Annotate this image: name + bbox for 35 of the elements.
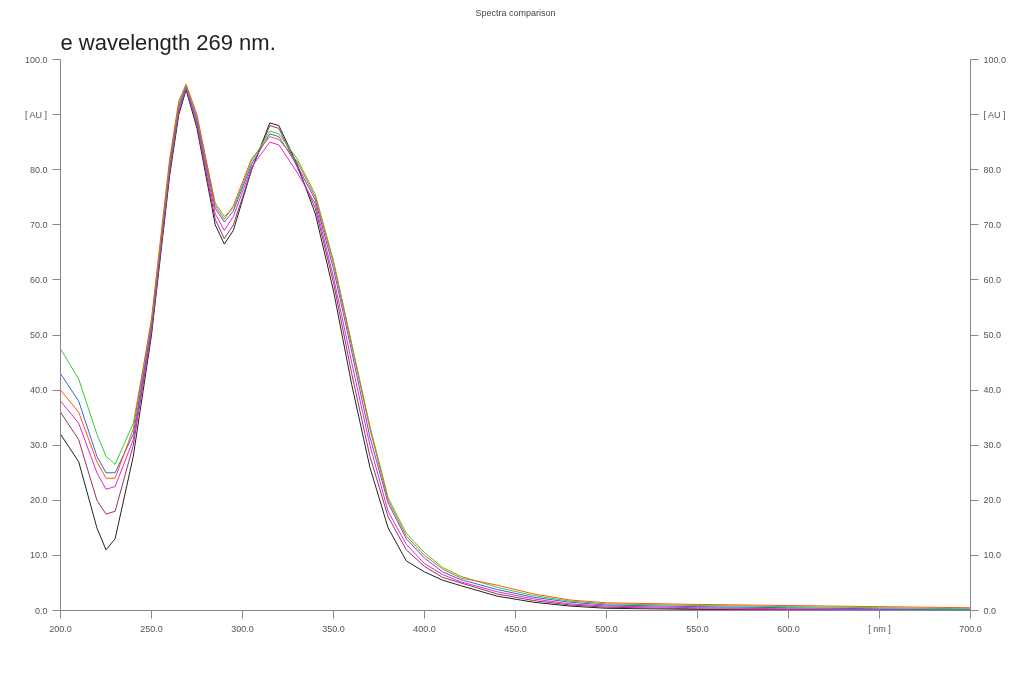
x-tick-label: 300.0 bbox=[231, 623, 254, 634]
x-tick-label: [ nm ] bbox=[868, 623, 891, 634]
x-tick-label: 350.0 bbox=[322, 623, 345, 634]
y2-tick-label: 50.0 bbox=[983, 330, 1002, 340]
y-tick-label: 20.0 bbox=[29, 495, 48, 506]
x-tick-label: 450.0 bbox=[504, 623, 527, 634]
y-tick-label: 70.0 bbox=[29, 219, 48, 230]
x-tick-label: 550.0 bbox=[686, 623, 709, 634]
x-tick-label: 500.0 bbox=[595, 623, 618, 634]
chart-title: Spectra comparison bbox=[475, 7, 556, 18]
x-tick-label: 400.0 bbox=[413, 623, 436, 634]
y-tick-label: 100.0 bbox=[24, 54, 48, 65]
y2-tick-label: 70.0 bbox=[983, 219, 1002, 230]
y2-tick-label: 100.0 bbox=[983, 54, 1007, 65]
x-tick-label: 700.0 bbox=[959, 623, 982, 634]
text: e wavelength 269 nm. bbox=[60, 29, 276, 55]
y2-tick-label: 10.0 bbox=[983, 550, 1002, 561]
y-tick-label: 40.0 bbox=[29, 385, 48, 396]
y2-tick-label: 80.0 bbox=[983, 164, 1002, 175]
y2-tick-label: [ AU ] bbox=[983, 109, 1006, 120]
y-tick-label: [ AU ] bbox=[25, 109, 48, 120]
y2-tick-label: 0.0 bbox=[983, 605, 997, 616]
x-tick-label: 200.0 bbox=[49, 623, 72, 634]
y-tick-label: 50.0 bbox=[29, 330, 48, 340]
x-tick-label: 250.0 bbox=[140, 623, 163, 634]
y-tick-label: 10.0 bbox=[29, 550, 48, 561]
y2-tick-label: 20.0 bbox=[983, 495, 1002, 506]
y-tick-label: 0.0 bbox=[34, 605, 48, 616]
x-tick-label: 600.0 bbox=[777, 623, 800, 634]
y2-tick-label: 30.0 bbox=[983, 440, 1002, 451]
y-tick-label: 80.0 bbox=[29, 164, 48, 175]
y2-tick-label: 40.0 bbox=[983, 385, 1002, 396]
y-tick-label: 30.0 bbox=[29, 440, 48, 451]
y2-tick-label: 60.0 bbox=[983, 274, 1002, 285]
y-tick-label: 60.0 bbox=[29, 274, 48, 285]
